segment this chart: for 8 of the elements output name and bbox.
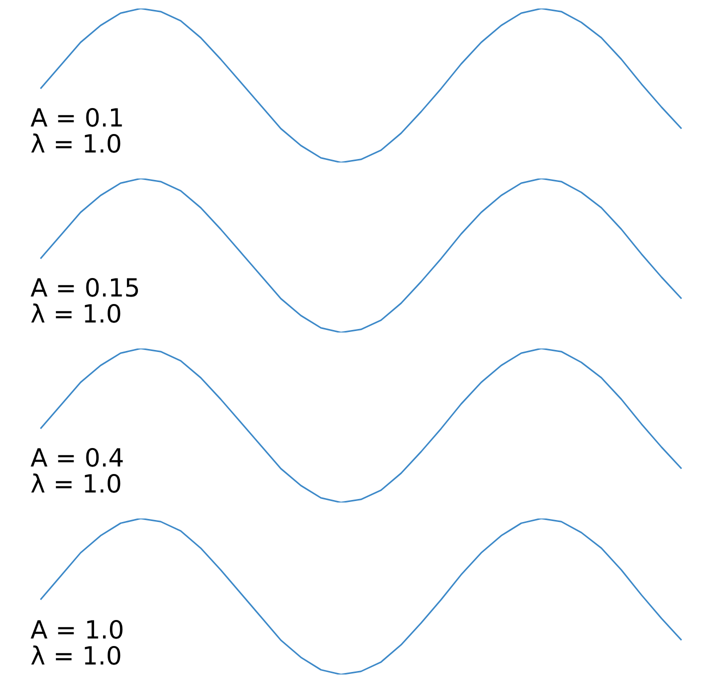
annotation: A = 0.15 [30,274,140,302]
annotation: λ = 1.0 [30,130,122,158]
annotation: λ = 1.0 [30,300,122,328]
annotation: λ = 1.0 [30,642,122,670]
annotation: A = 0.4 [30,444,124,472]
annotation: A = 0.1 [30,104,124,132]
annotation: A = 1.0 [30,616,124,644]
annotation: λ = 1.0 [30,470,122,498]
